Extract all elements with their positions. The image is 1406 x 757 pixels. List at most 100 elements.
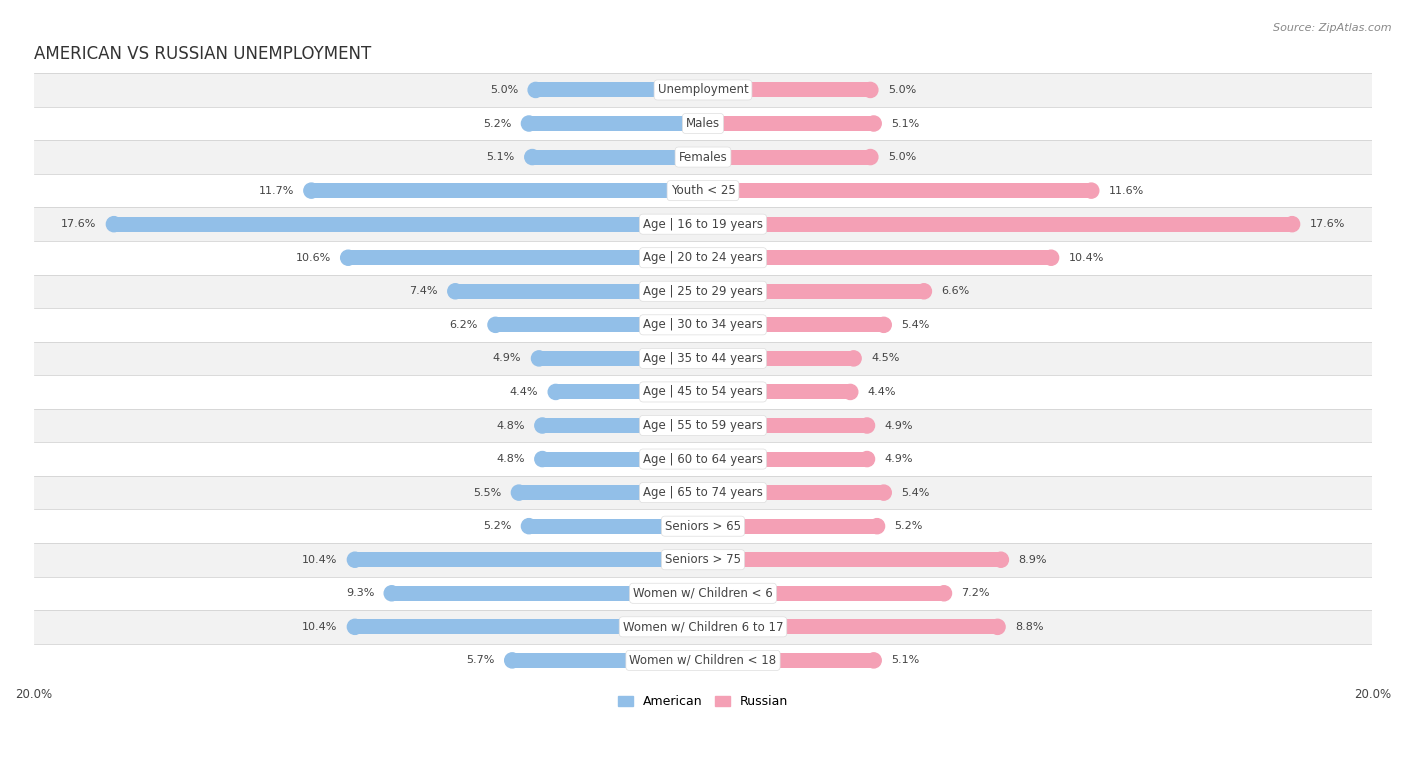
Circle shape <box>859 418 875 433</box>
Circle shape <box>936 586 952 601</box>
Circle shape <box>534 418 550 433</box>
Circle shape <box>107 217 121 232</box>
Bar <box>354 619 703 634</box>
Bar <box>555 385 703 400</box>
Text: Women w/ Children < 18: Women w/ Children < 18 <box>630 654 776 667</box>
Bar <box>114 217 703 232</box>
Text: Women w/ Children < 6: Women w/ Children < 6 <box>633 587 773 600</box>
Circle shape <box>842 385 858 400</box>
Text: 5.4%: 5.4% <box>901 320 929 330</box>
Circle shape <box>863 150 877 164</box>
Bar <box>536 83 703 98</box>
Bar <box>34 509 1372 543</box>
Text: 8.9%: 8.9% <box>1018 555 1047 565</box>
Circle shape <box>488 317 503 332</box>
Bar <box>703 552 1001 567</box>
Circle shape <box>529 83 543 98</box>
Text: Age | 55 to 59 years: Age | 55 to 59 years <box>643 419 763 432</box>
Bar <box>519 485 703 500</box>
Text: 10.6%: 10.6% <box>295 253 330 263</box>
Bar <box>703 317 884 332</box>
Text: 5.2%: 5.2% <box>484 521 512 531</box>
Circle shape <box>859 451 875 466</box>
Text: 5.0%: 5.0% <box>489 85 517 95</box>
Text: 9.3%: 9.3% <box>346 588 374 598</box>
Text: 6.6%: 6.6% <box>942 286 970 296</box>
Text: 4.9%: 4.9% <box>884 454 912 464</box>
Bar <box>34 577 1372 610</box>
Bar <box>34 308 1372 341</box>
Text: 10.4%: 10.4% <box>302 555 337 565</box>
Bar <box>311 183 703 198</box>
Bar <box>34 140 1372 174</box>
Circle shape <box>347 552 363 567</box>
Bar <box>34 207 1372 241</box>
Bar <box>703 485 884 500</box>
Text: 5.1%: 5.1% <box>486 152 515 162</box>
Text: Source: ZipAtlas.com: Source: ZipAtlas.com <box>1274 23 1392 33</box>
Text: 5.2%: 5.2% <box>484 119 512 129</box>
Bar <box>703 150 870 164</box>
Circle shape <box>1084 183 1099 198</box>
Text: 5.0%: 5.0% <box>889 85 917 95</box>
Text: 4.9%: 4.9% <box>884 420 912 431</box>
Bar <box>703 250 1052 265</box>
Text: 5.2%: 5.2% <box>894 521 922 531</box>
Bar <box>703 653 873 668</box>
Bar <box>703 619 997 634</box>
Text: 5.1%: 5.1% <box>891 119 920 129</box>
Circle shape <box>917 284 931 299</box>
Bar <box>34 174 1372 207</box>
Bar <box>703 418 868 433</box>
Bar <box>543 451 703 466</box>
Text: Unemployment: Unemployment <box>658 83 748 96</box>
Text: Age | 25 to 29 years: Age | 25 to 29 years <box>643 285 763 298</box>
Circle shape <box>846 350 860 366</box>
Text: Youth < 25: Youth < 25 <box>671 184 735 197</box>
Circle shape <box>863 83 877 98</box>
Circle shape <box>347 619 363 634</box>
Text: 4.9%: 4.9% <box>494 354 522 363</box>
Circle shape <box>505 653 520 668</box>
Text: Age | 30 to 34 years: Age | 30 to 34 years <box>643 319 763 332</box>
Text: 5.4%: 5.4% <box>901 488 929 497</box>
Text: 7.2%: 7.2% <box>962 588 990 598</box>
Bar <box>34 73 1372 107</box>
Text: 4.4%: 4.4% <box>868 387 897 397</box>
Text: 8.8%: 8.8% <box>1015 621 1043 632</box>
Bar <box>34 275 1372 308</box>
Bar <box>543 418 703 433</box>
Text: 5.0%: 5.0% <box>889 152 917 162</box>
Bar <box>703 451 868 466</box>
Circle shape <box>512 485 526 500</box>
Text: 4.4%: 4.4% <box>509 387 538 397</box>
Circle shape <box>304 183 319 198</box>
Circle shape <box>447 284 463 299</box>
Bar <box>703 385 851 400</box>
Bar <box>456 284 703 299</box>
Circle shape <box>876 485 891 500</box>
Bar <box>34 107 1372 140</box>
Text: Females: Females <box>679 151 727 164</box>
Bar <box>703 586 943 601</box>
Bar <box>34 543 1372 577</box>
Bar <box>34 375 1372 409</box>
Text: 17.6%: 17.6% <box>60 220 97 229</box>
Text: Seniors > 65: Seniors > 65 <box>665 519 741 533</box>
Circle shape <box>1285 217 1299 232</box>
Bar <box>703 183 1091 198</box>
Text: Age | 20 to 24 years: Age | 20 to 24 years <box>643 251 763 264</box>
Bar <box>703 217 1292 232</box>
Bar <box>34 643 1372 678</box>
Circle shape <box>866 116 882 131</box>
Circle shape <box>522 519 537 534</box>
Bar <box>34 241 1372 275</box>
Text: 7.4%: 7.4% <box>409 286 437 296</box>
Text: 4.8%: 4.8% <box>496 454 524 464</box>
Legend: American, Russian: American, Russian <box>613 690 793 713</box>
Text: Age | 65 to 74 years: Age | 65 to 74 years <box>643 486 763 499</box>
Text: Age | 16 to 19 years: Age | 16 to 19 years <box>643 218 763 231</box>
Bar <box>34 476 1372 509</box>
Bar <box>392 586 703 601</box>
Bar <box>34 442 1372 476</box>
